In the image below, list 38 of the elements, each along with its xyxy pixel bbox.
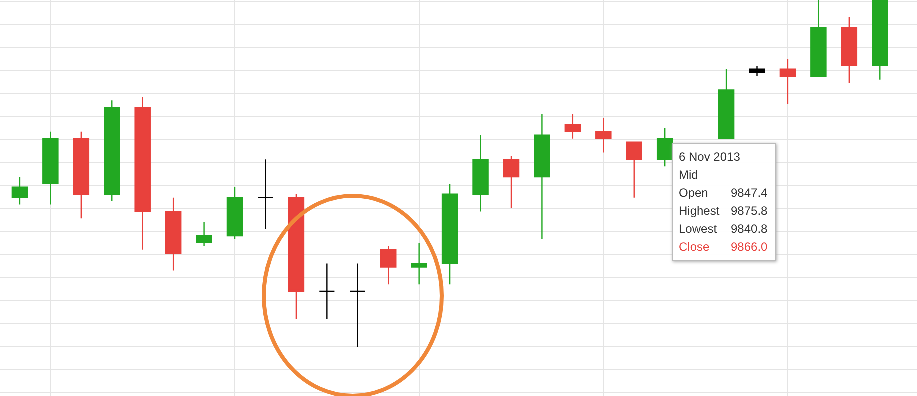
- candlestick: [380, 246, 397, 286]
- candlestick: [258, 159, 274, 230]
- candlestick: [288, 194, 305, 320]
- candlestick: [472, 134, 489, 212]
- candlestick: [718, 68, 735, 140]
- candlestick: [564, 114, 582, 140]
- candlestick: [12, 176, 28, 206]
- candlestick: [73, 131, 90, 220]
- candlestick: [411, 242, 428, 286]
- candlestick: [534, 114, 550, 240]
- annotation: Mid: [679, 167, 700, 184]
- candlestick: [134, 96, 151, 250]
- candlestick: [319, 263, 336, 320]
- annotation: 9875.8: [731, 203, 768, 220]
- candlestick: [780, 58, 796, 105]
- candlestick: [350, 263, 366, 348]
- candlestick: [626, 142, 642, 198]
- annotation: Highest: [679, 203, 721, 220]
- annotation: 6 Nov 2013: [679, 149, 742, 166]
- candlestick: [42, 131, 59, 206]
- candlestick: [196, 222, 212, 248]
- candlestick: [810, 0, 827, 77]
- annotation: Lowest: [679, 221, 718, 238]
- annotation: Open: [679, 185, 710, 202]
- annotation: Close: [679, 239, 711, 256]
- candlestick: [656, 128, 674, 168]
- annotation: 9840.8: [731, 221, 768, 238]
- candlestick: [503, 156, 520, 209]
- candlestick: [226, 186, 244, 240]
- candlestick: [749, 65, 766, 77]
- candlestick: [872, 0, 888, 80]
- candlestick: [841, 16, 858, 84]
- candlestick: [596, 117, 612, 154]
- candlestick: [442, 183, 458, 286]
- annotation: 9847.4: [731, 185, 768, 202]
- candlestick: [165, 197, 182, 272]
- annotation: 9866.0: [731, 239, 768, 256]
- candlestick: [104, 100, 120, 202]
